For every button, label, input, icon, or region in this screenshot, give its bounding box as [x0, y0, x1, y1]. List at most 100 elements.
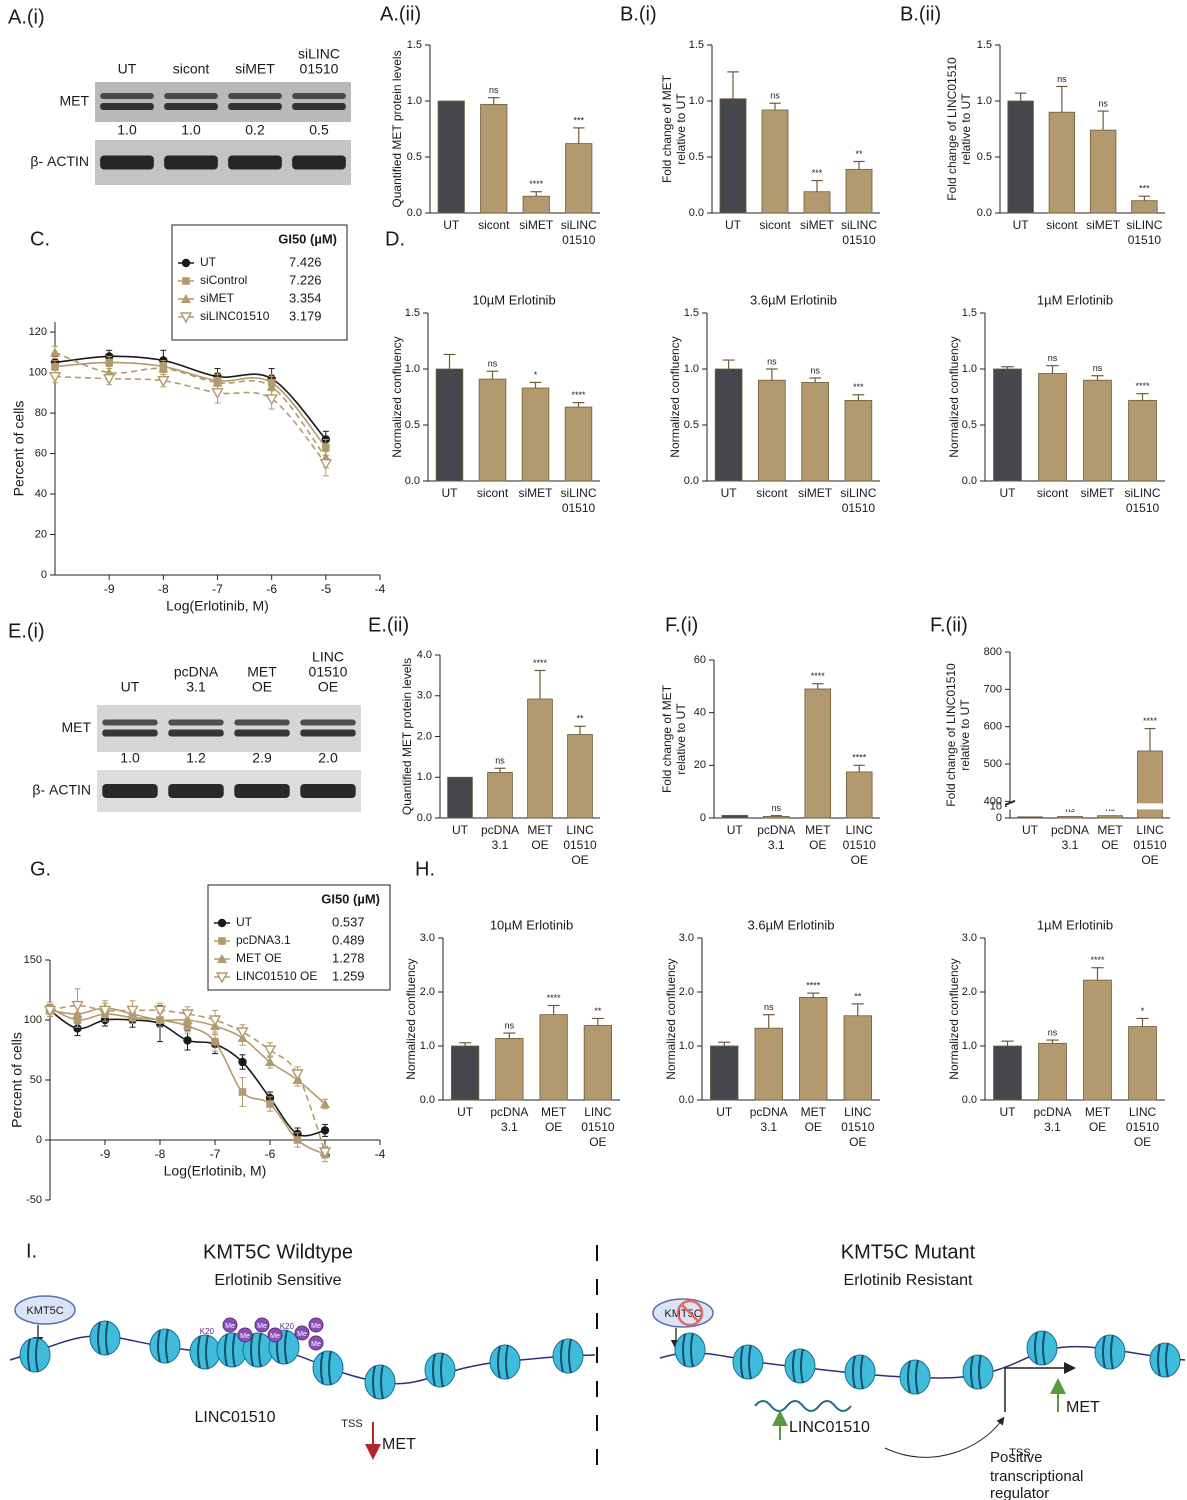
- y-tick-label: 60: [35, 447, 47, 459]
- bar: [843, 1015, 872, 1101]
- y-axis-label: Quantified MET protein levels: [400, 658, 414, 815]
- y-axis-label: Normalized confluency: [390, 336, 404, 457]
- blot-strip: [95, 82, 351, 122]
- x-tick-label: siLINC: [561, 218, 597, 232]
- legend-label: UT: [236, 915, 253, 929]
- bar: [1128, 1026, 1157, 1101]
- y-tick-label: 100: [24, 1014, 42, 1026]
- data-point: [218, 937, 226, 945]
- x-tick-label: pcDNA: [1051, 823, 1089, 837]
- significance: ns: [505, 1020, 515, 1030]
- bar: [710, 1045, 739, 1101]
- y-tick-label: 0.0: [405, 475, 420, 487]
- y-tick-label: 0.0: [420, 1094, 435, 1106]
- y-tick-label: 400: [984, 795, 1002, 807]
- x-tick-label: 01510: [1126, 1120, 1160, 1134]
- x-tick-label: 3.1: [760, 1120, 777, 1134]
- y-axis-label: Normalized confluency: [404, 958, 418, 1079]
- x-tick-label: pcDNA: [750, 1105, 788, 1119]
- x-tick-label: OE: [1141, 853, 1158, 867]
- significance: ****: [571, 390, 586, 400]
- data-point: [181, 1009, 194, 1021]
- regulator-label: regulator: [990, 1485, 1049, 1500]
- bar: [447, 776, 473, 819]
- nucleosome-wrap: [1157, 1342, 1169, 1378]
- data-point: [98, 1005, 112, 1017]
- bar: [758, 379, 786, 482]
- x-tick-label: OE: [571, 853, 588, 867]
- significance: ns: [1048, 1027, 1058, 1037]
- x-tick-label: MET: [805, 823, 831, 837]
- nucleosomes: [19, 1320, 584, 1400]
- y-tick-label: 1.0: [962, 1040, 977, 1052]
- y-tick-label: 10: [990, 800, 1002, 812]
- x-tick-label: -8: [158, 582, 169, 596]
- legend-value: 0.537: [332, 914, 365, 929]
- x-tick-label: siMET: [519, 218, 554, 232]
- data-point: [319, 458, 333, 471]
- tss-arrow: [1004, 1362, 1076, 1412]
- regulator-label: transcriptional: [990, 1468, 1083, 1485]
- bar: [527, 698, 553, 819]
- methyl-label: Me: [311, 1341, 321, 1348]
- legend-value: 3.354: [289, 290, 322, 305]
- axis-break-mark: [1004, 799, 1016, 805]
- bar: [478, 378, 507, 482]
- x-tick-label: -9: [100, 1147, 111, 1161]
- x-tick-label: siMET: [1086, 218, 1121, 232]
- x-tick-label: 3.1: [501, 1120, 518, 1134]
- methyl-label: Me: [297, 1331, 307, 1338]
- significance: ****: [533, 658, 548, 668]
- panel-label: G.: [30, 858, 51, 880]
- panel-label: A.(ii): [380, 3, 421, 25]
- chart-title: 1µM Erlotinib: [1037, 292, 1113, 307]
- quantification: 0.5: [309, 122, 329, 138]
- data-point: [215, 972, 229, 984]
- methyl-group: [308, 1335, 324, 1351]
- y-tick-label: 120: [29, 326, 47, 338]
- x-tick-label: UT: [457, 1105, 474, 1119]
- legend-label: siLINC01510: [200, 309, 270, 323]
- data-point: [217, 954, 227, 963]
- bar: [435, 368, 464, 482]
- row-label: MET: [59, 93, 89, 109]
- blot-band: [168, 729, 224, 737]
- methyl-label: Me: [240, 1333, 250, 1340]
- significance: ****: [547, 993, 562, 1003]
- bar: [521, 387, 550, 482]
- x-tick-label: 01510: [1133, 838, 1167, 852]
- x-tick-label: 01510: [843, 838, 877, 852]
- data-point: [73, 1024, 82, 1033]
- blot-band: [234, 719, 290, 726]
- nucleosome-wrap: [157, 1328, 169, 1364]
- y-tick-label: 0.5: [405, 419, 420, 431]
- significance: **: [855, 149, 863, 159]
- blot-strip: [97, 705, 361, 752]
- bar: [567, 734, 593, 819]
- x-tick-label: 01510: [842, 233, 876, 247]
- x-tick-label: siMET: [1081, 486, 1116, 500]
- x-tick-label: OE: [849, 1135, 866, 1149]
- legend-box: [207, 884, 391, 991]
- gene-label: MET: [1066, 1399, 1100, 1416]
- y-tick-label: 80: [35, 407, 47, 419]
- y-axis-label: Percent of cells: [9, 1032, 25, 1128]
- data-point: [181, 258, 191, 268]
- x-tick-label: OE: [545, 1120, 562, 1134]
- blot-band: [102, 719, 158, 726]
- x-tick-label: -4: [375, 1147, 386, 1161]
- nucleosome-wrap: [560, 1338, 572, 1374]
- significance: ****: [1135, 381, 1150, 391]
- methyl-group: [294, 1325, 310, 1341]
- x-tick-label: 3.1: [492, 838, 509, 852]
- x-tick-label: siLINC: [841, 218, 877, 232]
- data-point: [211, 1037, 219, 1046]
- nucleosome-wrap: [792, 1348, 804, 1384]
- legend-label: pcDNA3.1: [236, 933, 291, 947]
- lane-label: UT: [121, 679, 140, 695]
- legend-value: 1.278: [332, 950, 365, 965]
- y-tick-label: 1.5: [407, 39, 422, 51]
- legend-title: GI50 (µM): [278, 231, 337, 246]
- x-tick-label: OE: [531, 838, 548, 852]
